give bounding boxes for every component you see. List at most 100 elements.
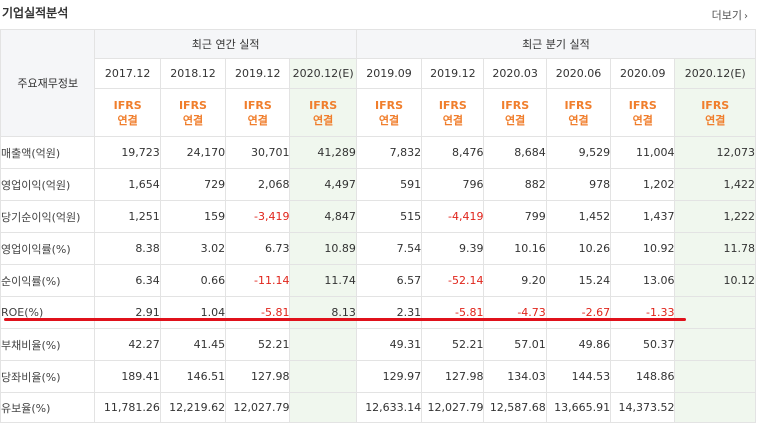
ifrs-consolidated-label: 연결 (313, 113, 334, 127)
table-cell: 6.57 (355, 264, 423, 297)
table-cell: 30,701 (225, 136, 291, 169)
period-header: 2018.12 (159, 58, 227, 89)
table-cell: 134.03 (483, 360, 547, 393)
table-cell: 129.97 (355, 360, 423, 393)
ifrs-label: IFRS (628, 98, 657, 112)
ifrs-badge[interactable]: IFRS 연결 (94, 88, 161, 137)
table-cell: 2.91 (94, 296, 161, 329)
table-cell: 882 (483, 168, 547, 201)
table-cell: 50.37 (610, 328, 676, 361)
ifrs-badge[interactable]: IFRS 연결 (483, 88, 547, 137)
table-cell: 13.06 (610, 264, 676, 297)
ifrs-consolidated-label: 연결 (182, 113, 204, 127)
table-cell: 12,633.14 (355, 392, 423, 423)
ifrs-badge[interactable]: IFRS 연결 (545, 88, 612, 137)
table-cell: 127.98 (225, 360, 291, 393)
table-cell: 11.78 (674, 232, 756, 265)
table-cell: 10.26 (545, 232, 612, 265)
table-cell: 11,004 (610, 136, 676, 169)
period-header: 2020.06 (545, 58, 612, 89)
ifrs-badge[interactable]: IFRS 연결 (159, 88, 227, 137)
table-cell: 1,251 (94, 200, 161, 233)
table-cell: 2,068 (225, 168, 291, 201)
table-cell: 52.21 (421, 328, 485, 361)
row-label: 부채비율(%) (0, 328, 96, 361)
table-cell: 515 (355, 200, 423, 233)
ifrs-badge[interactable]: IFRS 연결 (610, 88, 676, 137)
period-header: 2017.12 (94, 58, 161, 89)
table-cell (674, 392, 756, 423)
table-row: 매출액(억원) 19,723 24,170 30,701 41,289 7,832 8,47… (0, 136, 756, 169)
ifrs-badge[interactable]: IFRS 연결 (225, 88, 291, 137)
table-cell: 7.54 (355, 232, 423, 265)
period-header: 2019.12 (225, 58, 291, 89)
table-cell: 148.86 (610, 360, 676, 393)
table-cell: 6.34 (94, 264, 161, 297)
table-cell: 1.04 (159, 296, 227, 329)
table-cell: 14,373.52 (610, 392, 676, 423)
ifrs-label: IFRS (113, 98, 142, 112)
table-row: 당기순이익(억원) 1,251 159 -3,419 4,847 515 -4,419 799… (0, 200, 756, 233)
ifrs-consolidated-label: 연결 (505, 113, 526, 127)
row-label: 당기순이익(억원) (0, 200, 96, 233)
table-cell: 1,452 (545, 200, 612, 233)
ifrs-label: IFRS (309, 98, 338, 112)
table-cell: -4,419 (421, 200, 485, 233)
table-cell: -52.14 (421, 264, 485, 297)
more-link[interactable]: 더보기 › (712, 7, 748, 23)
table-cell: 6.73 (225, 232, 291, 265)
table-cell: 3.02 (159, 232, 227, 265)
table-cell (289, 360, 357, 393)
ifrs-badge[interactable]: IFRS 연결 (289, 88, 357, 137)
period-header: 2020.09 (610, 58, 676, 89)
table-cell: 15.24 (545, 264, 612, 297)
ifrs-badge[interactable]: IFRS 연결 (355, 88, 423, 137)
ifrs-consolidated-label: 연결 (442, 113, 463, 127)
ifrs-badge[interactable]: IFRS 연결 (674, 88, 756, 137)
row-label: ROE(%) (0, 296, 96, 329)
table-cell: 1,654 (94, 168, 161, 201)
table-cell: 189.41 (94, 360, 161, 393)
table-cell: -1.33 (610, 296, 676, 329)
table-cell: 10.16 (483, 232, 547, 265)
table-cell: 8,684 (483, 136, 547, 169)
row-label: 당좌비율(%) (0, 360, 96, 393)
table-cell: 11.74 (289, 264, 357, 297)
ifrs-label: IFRS (701, 98, 730, 112)
ifrs-badge[interactable]: IFRS 연결 (421, 88, 485, 137)
table-row: 영업이익률(%) 8.38 3.02 6.73 10.89 7.54 9.39 10.16 10… (0, 232, 756, 265)
table-row: ROE(%) 2.91 1.04 -5.81 8.13 2.31 -5.81 -4.73 -2.… (0, 296, 756, 329)
period-header: 2020.12(E) (674, 58, 756, 89)
row-header: 주요재무정보 (0, 29, 96, 137)
table-cell: 4,497 (289, 168, 357, 201)
table-cell: 10.12 (674, 264, 756, 297)
table-cell: -5.81 (421, 296, 485, 329)
table-cell (674, 328, 756, 361)
row-label: 순이익률(%) (0, 264, 96, 297)
roe-highlight-underline (4, 318, 686, 321)
ifrs-label: IFRS (564, 98, 593, 112)
table-cell: 7,832 (355, 136, 423, 169)
table-cell: -5.81 (225, 296, 291, 329)
table-cell: 591 (355, 168, 423, 201)
table-cell: 1,437 (610, 200, 676, 233)
ifrs-row: IFRS 연결 IFRS 연결 IFRS 연결 IFRS 연결 IFRS 연결 IFRS 연결 IFRS… (1, 88, 756, 137)
table-cell: -11.14 (225, 264, 291, 297)
financial-summary-table: 주요재무정보 최근 연간 실적 최근 분기 실적 2017.12 2018.12 2… (0, 29, 757, 423)
ifrs-consolidated-label: 연결 (705, 113, 726, 127)
table-cell (674, 296, 756, 329)
table-cell: 41,289 (289, 136, 357, 169)
table-cell: 0.66 (159, 264, 227, 297)
table-cell: 1,422 (674, 168, 756, 201)
row-label: 매출액(억원) (0, 136, 96, 169)
table-cell: 9,529 (545, 136, 612, 169)
table-cell: 10.89 (289, 232, 357, 265)
group-quarterly: 최근 분기 실적 (355, 29, 757, 59)
table-cell (674, 360, 756, 393)
more-label: 더보기 (711, 9, 742, 22)
ifrs-label: IFRS (375, 98, 403, 112)
table-cell: 49.86 (545, 328, 612, 361)
ifrs-consolidated-label: 연결 (632, 113, 653, 127)
table-cell: 52.21 (225, 328, 291, 361)
table-cell: 796 (421, 168, 485, 201)
